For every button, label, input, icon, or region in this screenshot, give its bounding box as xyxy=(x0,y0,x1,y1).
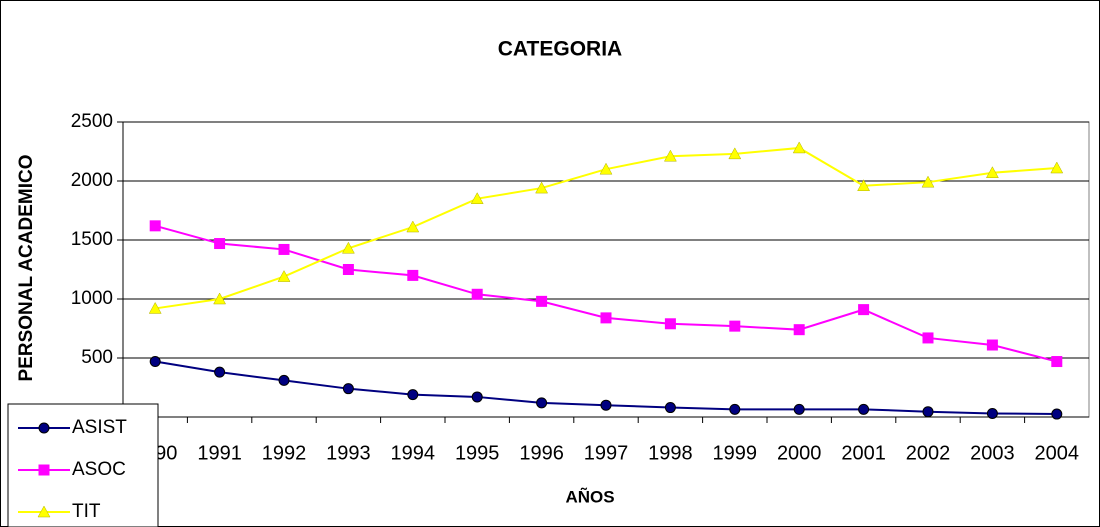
marker xyxy=(342,264,354,275)
marker xyxy=(471,391,483,403)
x-tick-label: 1991 xyxy=(197,442,242,464)
y-tick-label: 2000 xyxy=(71,170,113,191)
marker xyxy=(277,270,291,282)
marker xyxy=(536,295,548,307)
x-tick-label: 2002 xyxy=(906,442,951,464)
marker xyxy=(148,301,162,314)
marker xyxy=(149,220,161,232)
marker xyxy=(341,241,355,254)
marker xyxy=(729,403,741,415)
marker xyxy=(471,288,483,300)
marker xyxy=(470,192,484,204)
marker xyxy=(986,407,998,419)
marker xyxy=(663,149,677,162)
marker xyxy=(857,179,871,191)
y-axis-title: PERSONAL ACADEMICO xyxy=(16,155,37,382)
marker xyxy=(793,324,805,336)
marker xyxy=(536,397,548,409)
x-tick-label: 1997 xyxy=(584,442,629,464)
marker xyxy=(342,383,354,395)
marker xyxy=(1051,408,1063,420)
x-tick-label: 2004 xyxy=(1035,442,1080,464)
marker xyxy=(858,304,870,316)
marker xyxy=(728,147,742,160)
marker xyxy=(149,356,161,368)
x-tick-label: 2001 xyxy=(841,442,886,464)
marker xyxy=(599,162,613,175)
legend-label: ASIST xyxy=(72,417,127,438)
marker xyxy=(407,269,419,281)
marker xyxy=(213,292,227,305)
marker xyxy=(214,238,226,250)
x-tick-label: 1998 xyxy=(648,442,693,464)
marker xyxy=(921,175,935,188)
marker xyxy=(858,403,870,415)
marker xyxy=(664,318,676,330)
legend-box xyxy=(7,403,159,527)
marker xyxy=(600,399,612,411)
marker xyxy=(38,422,50,434)
marker xyxy=(38,464,50,476)
marker xyxy=(214,366,226,378)
x-axis-title: AÑOS xyxy=(565,486,614,506)
y-tick-label: 1000 xyxy=(71,288,113,309)
x-tick-label: 1993 xyxy=(326,442,371,464)
x-tick-label: 2003 xyxy=(970,442,1015,464)
x-tick-label: 1999 xyxy=(713,442,758,464)
marker xyxy=(922,406,934,418)
marker xyxy=(793,403,805,415)
marker xyxy=(37,505,51,518)
marker xyxy=(1050,161,1064,174)
legend-label: ASOC xyxy=(72,459,126,480)
x-tick-label: 1996 xyxy=(519,442,564,464)
x-tick-label: 2000 xyxy=(777,442,822,464)
x-tick-label: 1995 xyxy=(455,442,500,464)
marker xyxy=(406,220,420,233)
marker xyxy=(600,312,612,324)
marker xyxy=(986,339,998,351)
y-tick-label: 1500 xyxy=(71,229,113,250)
chart-title: CATEGORIA xyxy=(498,38,622,61)
marker xyxy=(985,166,999,178)
marker xyxy=(278,243,290,255)
x-tick-label: 1992 xyxy=(262,442,307,464)
marker xyxy=(278,374,290,386)
marker xyxy=(407,389,419,401)
marker xyxy=(922,332,934,344)
x-tick-label: 1994 xyxy=(391,442,436,464)
marker xyxy=(664,402,676,414)
legend-label: TIT xyxy=(72,501,101,522)
y-tick-label: 500 xyxy=(81,347,113,368)
marker xyxy=(1051,356,1063,368)
y-tick-label: 2500 xyxy=(71,111,113,132)
marker xyxy=(792,141,806,154)
marker xyxy=(535,181,549,194)
marker xyxy=(729,320,741,332)
